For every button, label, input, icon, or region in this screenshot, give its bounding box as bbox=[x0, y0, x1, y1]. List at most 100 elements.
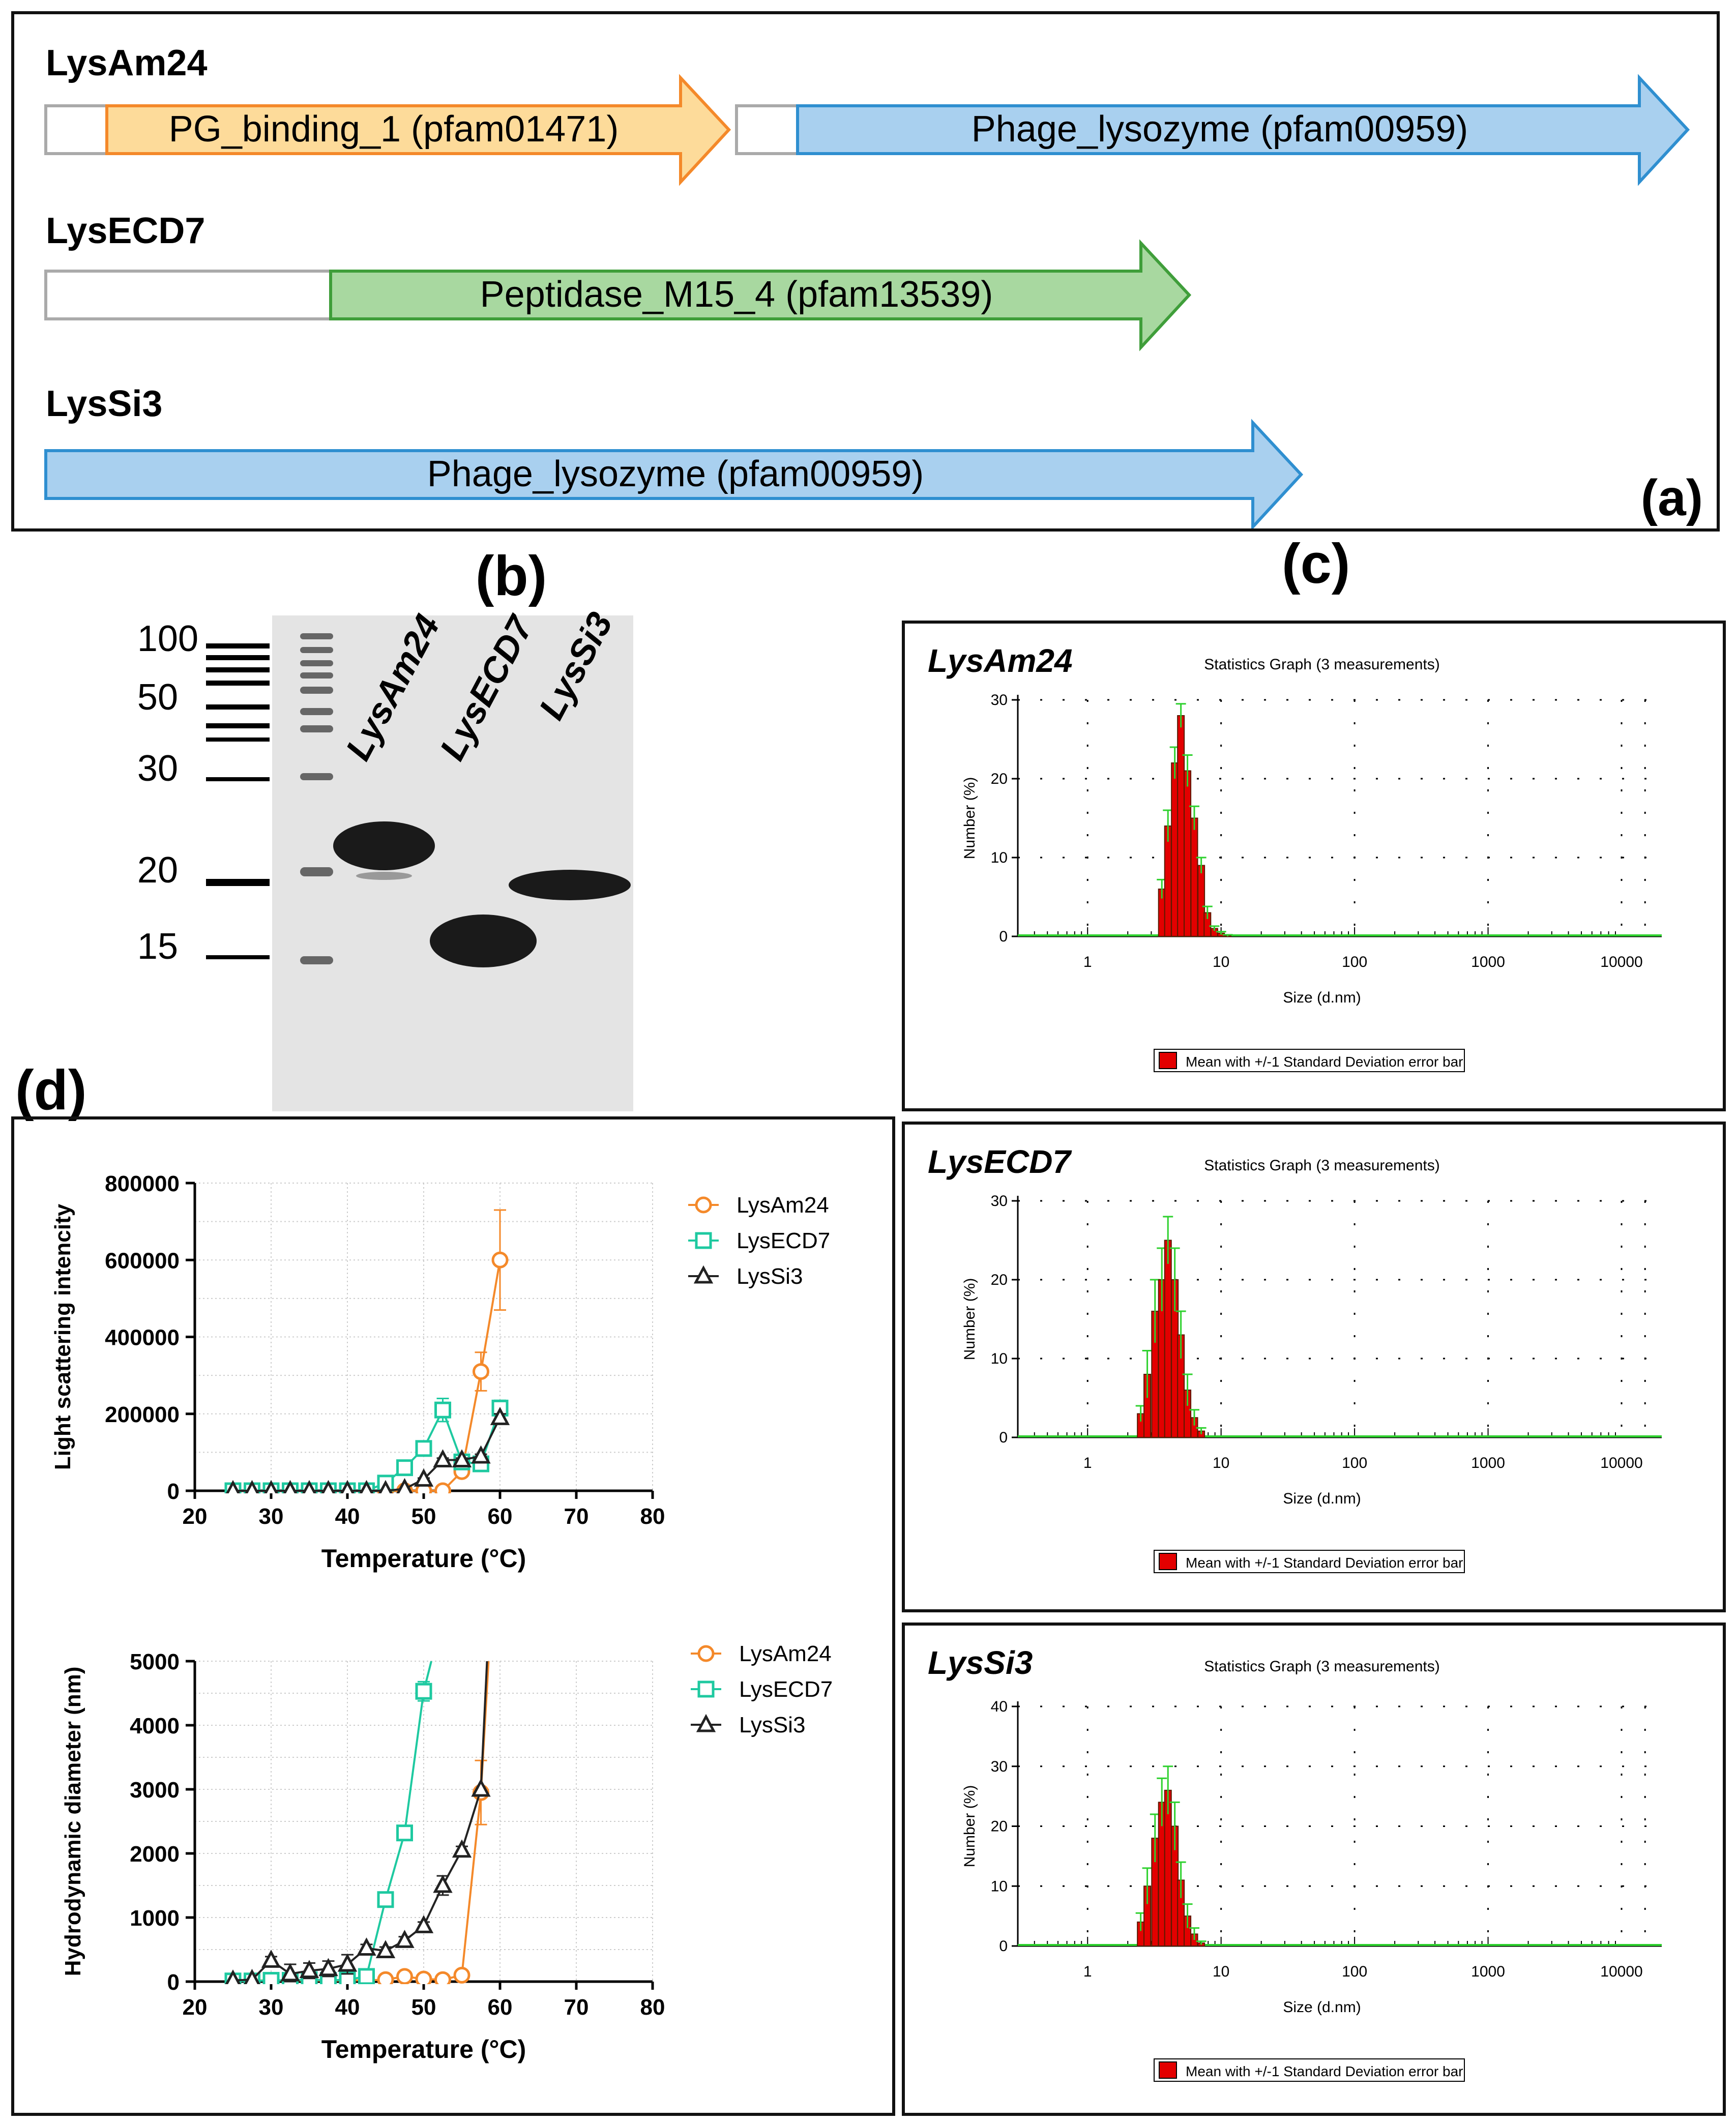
x-tick-label: 60 bbox=[488, 1504, 513, 1529]
dls-protein-label: LysSi3 bbox=[928, 1644, 1033, 1681]
data-point bbox=[490, 1407, 510, 1425]
x-tick-label: 10000 bbox=[1600, 954, 1642, 970]
peptidase-domain-label: Peptidase_M15_4 (pfam13539) bbox=[480, 274, 993, 315]
pg-binding-domain-label: PG_binding_1 (pfam01471) bbox=[169, 109, 619, 150]
x-tick-label: 50 bbox=[411, 1504, 436, 1529]
x-tick-label: 10 bbox=[1213, 1963, 1229, 1980]
data-point bbox=[473, 1363, 489, 1380]
marker-100: 100 bbox=[137, 618, 198, 659]
y-tick-label: 4000 bbox=[130, 1714, 180, 1738]
protein-name-lysam24: LysAm24 bbox=[46, 43, 208, 83]
panel-label-c: (c) bbox=[1282, 533, 1350, 595]
legend-box bbox=[1154, 2058, 1465, 2082]
dls-panel-lysecd7: LysECD7 Statistics Graph (3 measurements)… bbox=[902, 1122, 1726, 1612]
legend-marker bbox=[697, 1680, 715, 1698]
dls-protein-label: LysECD7 bbox=[928, 1143, 1072, 1180]
x-tick-label: 1000 bbox=[1471, 954, 1505, 970]
y-tick-label: 400000 bbox=[105, 1325, 180, 1350]
y-tick-label: 0 bbox=[999, 1938, 1008, 1955]
y-tick-label: 30 bbox=[991, 1193, 1008, 1210]
dls-panel-lyssi3: LysSi3 Statistics Graph (3 measurements) 0… bbox=[902, 1623, 1726, 2116]
y-axis-label: Number (%) bbox=[961, 1278, 978, 1361]
data-point bbox=[337, 1953, 358, 1972]
light-scattering-chart: 0 200000 400000 600000 800000 20 30 40 50 60 70 80 T… bbox=[50, 1171, 830, 1573]
x-tick-label: 80 bbox=[640, 1995, 665, 2020]
y-tick-label: 20 bbox=[991, 771, 1008, 787]
data-point bbox=[434, 1971, 451, 1984]
dls-graph: LysECD7 Statistics Graph (3 measurements)… bbox=[928, 1143, 1662, 1573]
panel-label-b: (b) bbox=[476, 545, 547, 607]
x-tick-label: 60 bbox=[488, 1995, 513, 2020]
y-tick-label: 10 bbox=[991, 1878, 1008, 1895]
x-tick-label: 80 bbox=[640, 1504, 665, 1529]
panel-d: 0 200000 400000 600000 800000 20 30 40 50 60 70 80 T… bbox=[11, 1116, 895, 2116]
legend-marker bbox=[695, 1232, 712, 1249]
histogram-bar bbox=[1184, 770, 1192, 937]
legend-label: LysAm24 bbox=[737, 1193, 829, 1218]
data-point bbox=[318, 1958, 338, 1977]
pg-binding-domain-arrow bbox=[105, 74, 731, 186]
y-tick-label: 30 bbox=[991, 692, 1008, 709]
dls-title: Statistics Graph (3 measurements) bbox=[1204, 656, 1440, 673]
band-lysam24 bbox=[333, 821, 435, 870]
data-point bbox=[414, 1915, 434, 1933]
phage-lysozyme-domain-arrow bbox=[44, 419, 1304, 528]
legend-box bbox=[1154, 1550, 1465, 1573]
panel-label-a: (a) bbox=[1641, 469, 1703, 526]
legend-label: Mean with +/-1 Standard Deviation error … bbox=[1186, 2063, 1463, 2079]
dls-title: Statistics Graph (3 measurements) bbox=[1204, 1658, 1440, 1675]
x-tick-label: 1000 bbox=[1471, 1963, 1505, 1980]
histogram-bar bbox=[1197, 865, 1205, 937]
panel-b-gel: (b) LysAm24 LysECD7 LysSi3 100 50 30 20 … bbox=[137, 545, 633, 1111]
domain-diagram: LysAm24 PG_binding_1 (pfam01471) Phage_l… bbox=[44, 43, 1703, 528]
x-axis-label: Temperature (°C) bbox=[321, 1544, 526, 1573]
legend-label: LysSi3 bbox=[739, 1713, 805, 1737]
histogram-bar bbox=[1164, 825, 1172, 937]
series-lyssi3 bbox=[225, 1407, 510, 1493]
marker-20: 20 bbox=[137, 850, 178, 891]
data-point bbox=[415, 1970, 432, 1984]
x-tick-label: 20 bbox=[183, 1995, 208, 2020]
histogram-bar bbox=[1190, 817, 1198, 937]
y-tick-label: 0 bbox=[167, 1479, 180, 1504]
data-point bbox=[283, 1480, 298, 1493]
x-tick-label: 10 bbox=[1213, 1455, 1229, 1471]
series-lysam24 bbox=[224, 1661, 490, 1984]
linker-box bbox=[44, 104, 108, 155]
data-point bbox=[244, 1968, 260, 1984]
data-point bbox=[263, 1480, 279, 1493]
series-lyssi3 bbox=[225, 1661, 491, 1984]
legend-label: LysECD7 bbox=[739, 1677, 833, 1702]
phage-lysozyme-domain-label: Phage_lysozyme (pfam00959) bbox=[427, 454, 924, 494]
x-tick-label: 1 bbox=[1083, 954, 1092, 970]
x-axis-label: Size (d.nm) bbox=[1283, 989, 1361, 1006]
marker-15: 15 bbox=[137, 926, 178, 967]
legend-swatch bbox=[1159, 2061, 1177, 2079]
y-tick-label: 3000 bbox=[130, 1778, 180, 1803]
data-point bbox=[245, 1480, 259, 1493]
y-axis-label: Number (%) bbox=[961, 777, 978, 860]
x-tick-label: 30 bbox=[259, 1504, 284, 1529]
x-tick-label: 30 bbox=[259, 1995, 284, 2020]
data-point bbox=[434, 1401, 451, 1419]
gel-image bbox=[272, 615, 633, 1111]
data-point bbox=[225, 1969, 241, 1984]
data-point bbox=[434, 1482, 451, 1493]
peptidase-domain-arrow bbox=[329, 239, 1192, 351]
histogram-bar bbox=[1164, 1240, 1172, 1438]
phage-lysozyme-domain-label: Phage_lysozyme (pfam00959) bbox=[972, 109, 1468, 150]
y-tick-label: 0 bbox=[167, 1970, 180, 1995]
y-tick-label: 30 bbox=[991, 1758, 1008, 1775]
legend-marker bbox=[695, 1196, 712, 1214]
y-tick-label: 10 bbox=[991, 849, 1008, 866]
data-point bbox=[358, 1968, 375, 1984]
y-tick-label: 20 bbox=[991, 1272, 1008, 1288]
data-point bbox=[471, 1445, 491, 1464]
data-point bbox=[396, 1824, 413, 1842]
legend-box bbox=[1154, 1049, 1465, 1072]
data-point bbox=[357, 1937, 376, 1956]
series-line bbox=[233, 1661, 432, 1982]
data-point bbox=[414, 1468, 434, 1487]
legend-swatch bbox=[1159, 1553, 1177, 1570]
x-tick-label: 40 bbox=[335, 1995, 360, 2020]
